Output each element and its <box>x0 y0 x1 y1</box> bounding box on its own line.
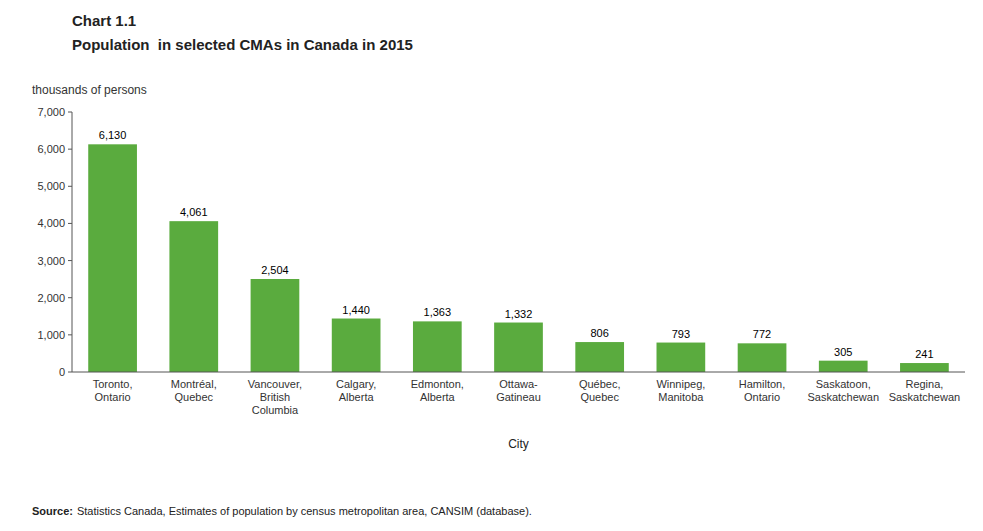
bar <box>575 342 624 372</box>
x-axis-label: City <box>508 437 529 451</box>
y-tick-label: 6,000 <box>37 143 65 155</box>
bar <box>819 361 868 372</box>
bar <box>251 279 300 372</box>
bar <box>88 144 137 372</box>
y-tick <box>68 260 72 261</box>
data-label: 1,440 <box>342 304 370 316</box>
data-label: 2,504 <box>261 264 289 276</box>
y-tick <box>68 297 72 298</box>
x-tick-label-line: Ottawa- <box>499 378 538 390</box>
x-tick-label-line: Saskatchewan <box>889 391 961 403</box>
bar <box>332 319 381 372</box>
y-tick <box>68 112 72 113</box>
x-tick-label-line: Regina, <box>905 378 943 390</box>
x-tick-label: Toronto,Ontario <box>93 378 133 403</box>
y-tick-label: 2,000 <box>37 292 65 304</box>
x-tick-label: Winnipeg,Manitoba <box>656 378 705 403</box>
data-label: 4,061 <box>180 206 208 218</box>
y-tick <box>68 334 72 335</box>
x-tick-label: Edmonton,Alberta <box>411 378 464 403</box>
x-tick-label-line: British <box>260 391 291 403</box>
chart: Chart 1.1 Population in selected CMAs in … <box>0 0 983 531</box>
subtitle: Population in selected CMAs in Canada in… <box>72 36 413 53</box>
x-tick-label-line: Alberta <box>339 391 375 403</box>
source: Statistics Canada, Estimates of populati… <box>77 505 532 517</box>
x-tick-label-line: Ontario <box>95 391 131 403</box>
source-label: Source: <box>32 505 73 517</box>
x-tick-label-line: Québec, <box>579 378 621 390</box>
x-tick-label-line: Edmonton, <box>411 378 464 390</box>
x-tick-label-line: Montréal, <box>171 378 217 390</box>
x-tick-label: Regina,Saskatchewan <box>889 378 961 403</box>
y-tick-label: 1,000 <box>37 329 65 341</box>
data-label: 1,363 <box>424 306 452 318</box>
x-tick-label: Montréal,Quebec <box>171 378 217 403</box>
y-tick-label: 0 <box>59 366 65 378</box>
y-tick <box>68 186 72 187</box>
x-tick-label-line: Hamilton, <box>739 378 785 390</box>
data-label: 772 <box>753 328 771 340</box>
y-axis-line <box>72 112 73 372</box>
y-tick <box>68 372 72 373</box>
x-tick-label-line: Vancouver, <box>248 378 302 390</box>
x-axis-line <box>72 372 965 373</box>
data-label: 241 <box>915 348 933 360</box>
bar <box>657 343 706 372</box>
x-tick-label: Saskatoon,Saskatchewan <box>807 378 879 403</box>
y-tick-label: 5,000 <box>37 180 65 192</box>
data-label: 305 <box>834 346 852 358</box>
y-tick-label: 4,000 <box>37 217 65 229</box>
data-label: 1,332 <box>505 308 533 320</box>
data-label: 806 <box>591 327 609 339</box>
data-label: 6,130 <box>99 129 127 141</box>
x-tick-label-line: Calgary, <box>336 378 376 390</box>
x-tick-label: Hamilton,Ontario <box>739 378 785 403</box>
data-label: 793 <box>672 328 690 340</box>
x-tick-label: Vancouver,BritishColumbia <box>248 378 302 416</box>
x-tick-label: Québec,Quebec <box>579 378 621 403</box>
y-tick-label: 3,000 <box>37 255 65 267</box>
y-tick <box>68 223 72 224</box>
bar <box>738 343 787 372</box>
bars <box>88 144 949 372</box>
y-axis-label: thousands of persons <box>32 83 147 97</box>
y-tick <box>68 149 72 150</box>
bar <box>900 363 949 372</box>
x-tick-label-line: Ontario <box>744 391 780 403</box>
y-tick-label: 7,000 <box>37 106 65 118</box>
x-tick-label-line: Columbia <box>252 404 299 416</box>
x-tick-label: Calgary,Alberta <box>336 378 376 403</box>
bar <box>494 323 543 372</box>
title: Chart 1.1 <box>72 12 136 29</box>
x-tick-label-line: Toronto, <box>93 378 133 390</box>
x-tick-label-line: Gatineau <box>496 391 541 403</box>
x-tick-label-line: Winnipeg, <box>656 378 705 390</box>
x-tick-label-line: Alberta <box>420 391 456 403</box>
x-tick-label-line: Quebec <box>580 391 619 403</box>
bar <box>413 321 462 372</box>
x-tick-label-line: Saskatchewan <box>807 391 879 403</box>
x-tick-label: Ottawa-Gatineau <box>496 378 541 403</box>
x-tick-label-line: Quebec <box>175 391 214 403</box>
bar <box>169 221 218 372</box>
x-tick-label-line: Saskatoon, <box>816 378 871 390</box>
x-tick-label-line: Manitoba <box>658 391 704 403</box>
